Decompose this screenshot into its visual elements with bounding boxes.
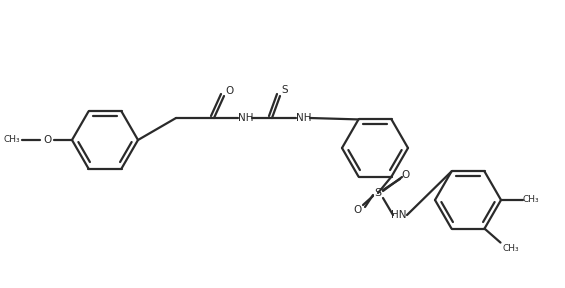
- Text: O: O: [225, 86, 233, 96]
- Text: O: O: [353, 205, 361, 215]
- Text: NH: NH: [238, 113, 254, 123]
- Text: HN: HN: [391, 210, 407, 220]
- Text: O: O: [402, 170, 410, 180]
- Text: NH: NH: [296, 113, 312, 123]
- Text: CH₃: CH₃: [523, 196, 540, 204]
- Text: CH₃: CH₃: [4, 135, 20, 145]
- Text: S: S: [375, 188, 381, 198]
- Text: CH₃: CH₃: [502, 244, 519, 253]
- Text: S: S: [282, 85, 288, 95]
- Text: O: O: [43, 135, 51, 145]
